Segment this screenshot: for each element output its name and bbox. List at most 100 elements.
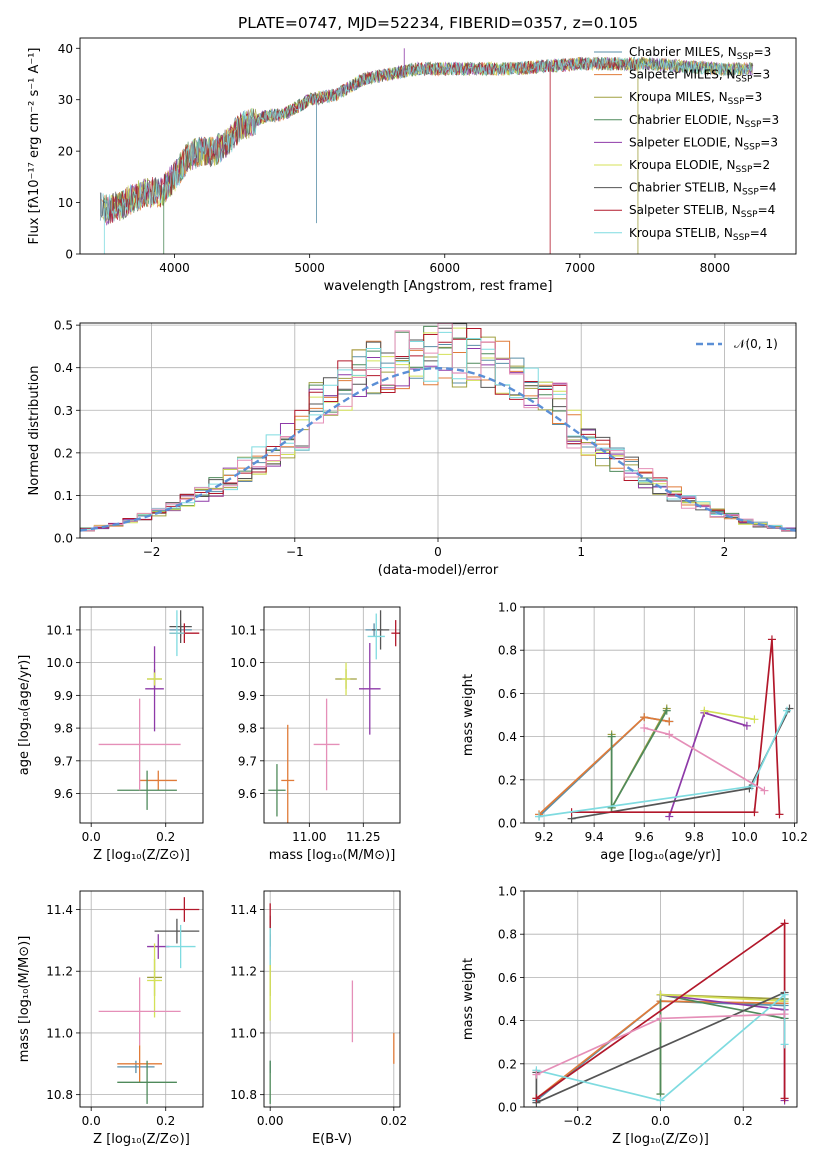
- panel-age-weight: 9.2 9.4 9.6 9.8 10.0 10.2 0.0 0.2 0.4 0.6 0.8 1.0 ag…: [461, 601, 808, 864]
- x-tick-label: 7000: [565, 261, 596, 275]
- x-axis-label: age [log₁₀(age/yr)]: [600, 848, 721, 863]
- y-tick-label: 30: [58, 93, 73, 107]
- panel-residuals: −2 −1 0 1 2 0.0 0.1 0.2 0.3 0.4 0.5 (data-model)/er…: [27, 319, 797, 578]
- y-tick-label: 0.8: [498, 644, 517, 658]
- legend-label: Salpeter ELODIE, NSSP=3: [629, 135, 778, 152]
- weight-line: [536, 992, 786, 1102]
- axes-frame: [79, 606, 204, 824]
- weight-line: [571, 708, 791, 820]
- legend-label: Chabrier STELIB, NSSP=4: [629, 181, 777, 198]
- y-tick-label: 9.7: [54, 754, 73, 768]
- y-tick-label: 10.8: [46, 1088, 73, 1102]
- y-tick-label: 0.5: [54, 319, 73, 333]
- y-tick-label: 10.1: [230, 623, 257, 637]
- y-axis-label: age [log₁₀(age/yr)]: [17, 655, 32, 776]
- x-axis-label: Z [log₁₀(Z/Z⊙)]: [93, 1132, 190, 1147]
- weight-line: [610, 710, 668, 812]
- panel-mass-age: 11.00 11.25 9.6 9.7 9.8 9.9 10.0 10.1 mass [log₁…: [230, 606, 401, 863]
- y-tick-label: 0.2: [498, 1057, 517, 1071]
- y-tick-label: 9.8: [54, 722, 73, 736]
- plot-area: [268, 610, 400, 823]
- plot-area: [98, 897, 200, 1104]
- y-tick-label: 9.8: [238, 722, 257, 736]
- x-axis-label: Z [log₁₀(Z/Z⊙)]: [93, 848, 190, 863]
- y-tick-label: 0.4: [54, 361, 73, 375]
- x-tick-label: 11.25: [346, 830, 380, 844]
- axes-frame: [263, 890, 401, 1108]
- y-tick-label: 0.0: [498, 1101, 517, 1115]
- x-tick-label: 9.2: [534, 830, 553, 844]
- plot-area: [98, 610, 200, 810]
- x-tick-label: −0.2: [563, 1114, 592, 1128]
- x-tick-label: 9.6: [635, 830, 654, 844]
- plot-area: [532, 919, 789, 1107]
- x-tick-label: 4000: [159, 261, 190, 275]
- y-tick-label: 0.8: [498, 928, 517, 942]
- spectrum-line: [102, 56, 753, 221]
- weight-line: [538, 716, 670, 815]
- weight-line: [668, 711, 748, 817]
- y-tick-label: 10.1: [46, 623, 73, 637]
- y-axis-label: Flux [fλ10⁻¹⁷ erg cm⁻² s⁻¹ A⁻¹]: [27, 48, 42, 245]
- x-tick-label: 11.00: [292, 830, 326, 844]
- legend-label: Chabrier MILES, NSSP=3: [629, 45, 771, 62]
- x-axis-label: wavelength [Angstrom, rest frame]: [324, 279, 553, 294]
- y-tick-label: 11.2: [46, 965, 73, 979]
- y-tick-label: 9.7: [238, 754, 257, 768]
- x-tick-label: 0.0: [82, 1114, 101, 1128]
- x-tick-label: 0.2: [734, 1114, 753, 1128]
- y-tick-label: 9.9: [54, 689, 73, 703]
- x-tick-label: 0.00: [257, 1114, 284, 1128]
- gaussian-curve: [80, 366, 796, 532]
- legend-label: Salpeter MILES, NSSP=3: [629, 68, 770, 85]
- weight-line: [644, 727, 765, 792]
- x-axis-label: mass [log₁₀(M/M⊙)]: [269, 848, 396, 863]
- weight-line: [571, 639, 781, 815]
- weight-line: [538, 710, 788, 818]
- y-tick-label: 9.6: [238, 787, 257, 801]
- y-tick-label: 20: [58, 145, 73, 159]
- axes-frame: [523, 606, 798, 824]
- x-tick-label: 0.02: [380, 1114, 407, 1128]
- x-tick-label: 5000: [294, 261, 325, 275]
- y-tick-label: 11.2: [230, 965, 257, 979]
- x-tick-label: 0: [434, 545, 442, 559]
- axes-frame: [79, 322, 797, 539]
- panel-Z-weight: −0.2 0.0 0.2 0.0 0.2 0.4 0.6 0.8 1.0 Z [log₁₀(Z/Z…: [461, 885, 798, 1147]
- x-tick-label: 9.4: [585, 830, 604, 844]
- x-tick-label: 2: [721, 545, 729, 559]
- plot-area: [269, 903, 395, 1104]
- plot-area: [99, 48, 754, 254]
- x-tick-label: 0.2: [156, 1114, 175, 1128]
- x-tick-label: 1: [577, 545, 585, 559]
- y-tick-label: 11.4: [46, 903, 73, 917]
- x-tick-label: 0.0: [82, 830, 101, 844]
- y-tick-label: 0.4: [498, 730, 517, 744]
- legend-label: Kroupa MILES, NSSP=3: [629, 90, 762, 107]
- axes-frame: [79, 890, 204, 1108]
- figure-title: PLATE=0747, MJD=52234, FIBERID=0357, z=0…: [238, 14, 638, 32]
- plot-area: [535, 635, 794, 823]
- y-tick-label: 10.8: [230, 1088, 257, 1102]
- x-tick-label: 0.0: [651, 1114, 670, 1128]
- y-tick-label: 0.6: [498, 687, 517, 701]
- panel-Z-age: 0.0 0.2 9.6 9.7 9.8 9.9 10.0 10.1 Z [log₁₀(Z/Z⊙)…: [17, 606, 204, 863]
- y-tick-label: 0.2: [54, 446, 73, 460]
- panel-ebv-mass: 0.00 0.02 10.8 11.0 11.2 11.4 E(B-V): [230, 890, 407, 1147]
- histogram-step: [80, 323, 796, 532]
- x-tick-label: 10.0: [731, 830, 758, 844]
- y-axis-label: mass [log₁₀(M/M⊙)]: [17, 936, 32, 1063]
- y-tick-label: 1.0: [498, 601, 517, 615]
- x-tick-label: 10.2: [781, 830, 808, 844]
- x-tick-label: −2: [143, 545, 161, 559]
- weight-line: [704, 709, 755, 721]
- legend-label: Salpeter STELIB, NSSP=4: [629, 203, 775, 220]
- x-axis-label: E(B-V): [312, 1132, 352, 1147]
- y-axis-label: Normed distribution: [27, 366, 42, 496]
- panel-spectrum: 4000 5000 6000 7000 8000 0 10 20 30 40 wavelength …: [27, 37, 797, 294]
- x-tick-label: 8000: [700, 261, 731, 275]
- y-tick-label: 1.0: [498, 885, 517, 899]
- y-tick-label: 11.4: [230, 903, 257, 917]
- y-tick-label: 40: [58, 42, 73, 56]
